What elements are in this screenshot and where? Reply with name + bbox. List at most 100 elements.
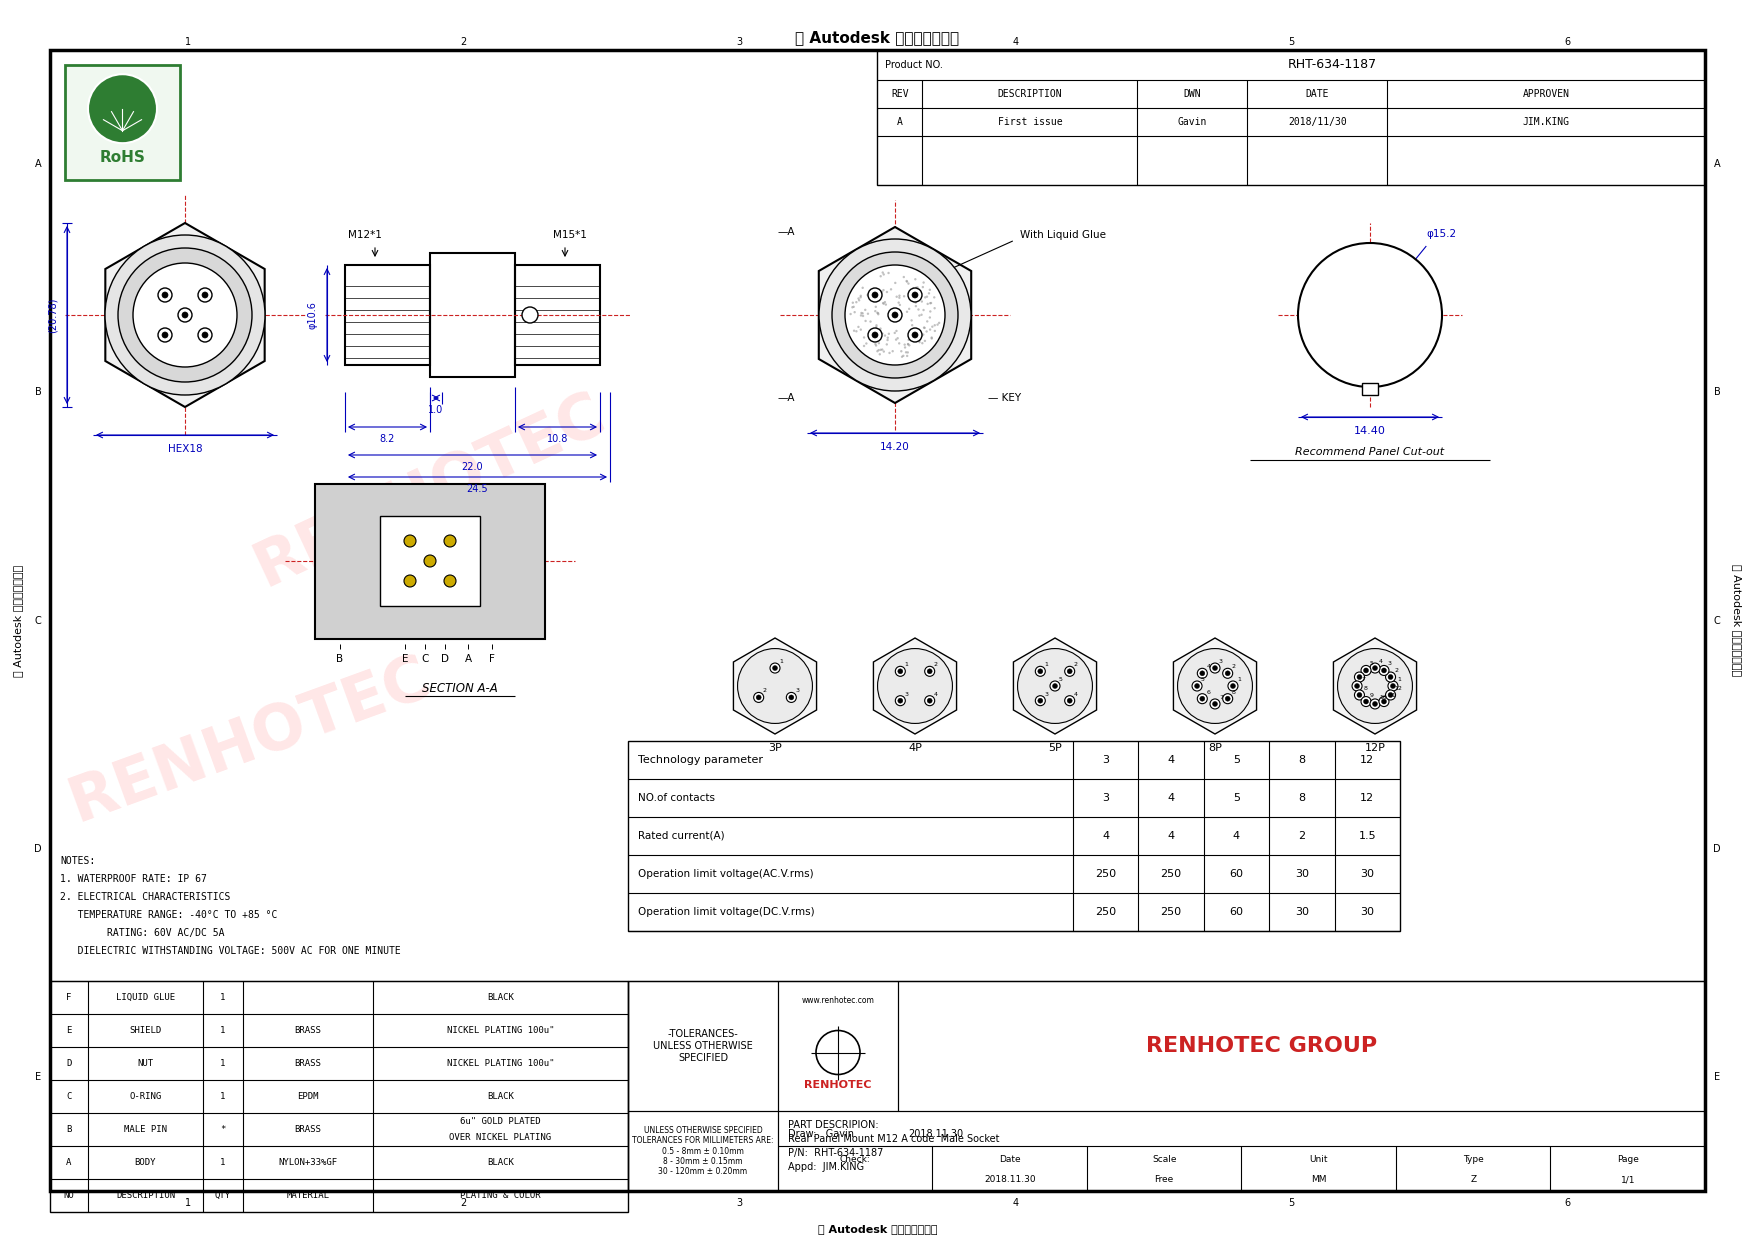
Circle shape [937, 321, 941, 324]
Circle shape [1362, 696, 1371, 706]
Circle shape [900, 356, 904, 357]
Circle shape [1209, 663, 1220, 673]
Text: 1.5: 1.5 [1358, 831, 1376, 841]
Text: HEX18: HEX18 [168, 444, 202, 454]
Circle shape [1192, 681, 1202, 691]
Text: Recommend Panel Cut-out: Recommend Panel Cut-out [1295, 447, 1444, 457]
Circle shape [870, 293, 872, 295]
Circle shape [918, 339, 921, 341]
Text: 10: 10 [1379, 695, 1386, 700]
Circle shape [888, 308, 902, 321]
Circle shape [916, 290, 920, 293]
Circle shape [881, 272, 885, 274]
Text: A: A [1713, 159, 1720, 169]
Circle shape [860, 329, 862, 331]
Bar [65, 65, 181, 180]
Text: 30: 30 [1295, 869, 1309, 879]
Circle shape [1337, 649, 1413, 724]
Circle shape [913, 338, 916, 340]
Circle shape [1197, 694, 1207, 704]
Text: 4P: 4P [907, 743, 921, 753]
Circle shape [1178, 649, 1253, 724]
Text: 24.5: 24.5 [467, 484, 488, 494]
Text: C: C [421, 654, 428, 664]
Text: 1: 1 [184, 37, 191, 47]
Text: 14.20: 14.20 [879, 442, 909, 452]
Circle shape [914, 278, 916, 280]
Circle shape [202, 292, 209, 298]
Circle shape [934, 324, 935, 326]
Circle shape [876, 326, 878, 328]
Text: Draw:   Gavin: Draw: Gavin [788, 1129, 855, 1139]
Circle shape [158, 328, 172, 343]
Bar [899, 980, 1706, 1111]
Circle shape [907, 351, 909, 354]
Circle shape [918, 308, 920, 310]
Circle shape [862, 315, 863, 318]
Circle shape [872, 292, 878, 298]
Text: 2018.11.30: 2018.11.30 [985, 1175, 1035, 1184]
Text: — KEY: — KEY [988, 393, 1021, 403]
Text: Page: Page [1616, 1155, 1639, 1164]
Circle shape [907, 344, 911, 346]
Circle shape [879, 354, 881, 355]
Circle shape [1065, 696, 1074, 706]
Bar [777, 980, 899, 1111]
Text: φ15.2: φ15.2 [1427, 230, 1457, 240]
Circle shape [1372, 665, 1378, 670]
Circle shape [105, 235, 265, 395]
Text: NUT: NUT [137, 1059, 153, 1069]
Circle shape [867, 294, 869, 297]
Circle shape [1299, 243, 1443, 387]
Circle shape [876, 324, 878, 326]
Text: Date: Date [999, 1155, 1021, 1164]
Circle shape [521, 307, 539, 323]
Text: RHT-634-1187: RHT-634-1187 [1288, 58, 1378, 72]
Circle shape [883, 273, 885, 276]
Circle shape [858, 299, 860, 302]
Circle shape [906, 280, 907, 283]
Circle shape [878, 311, 879, 314]
Text: 250: 250 [1095, 869, 1116, 879]
Circle shape [928, 292, 930, 294]
Text: UNLESS OTHERWISE SPECIFIED
TOLERANCES FOR MILLIMETERS ARE:
0.5 - 8mm ± 0.10mm
8 : UNLESS OTHERWISE SPECIFIED TOLERANCES FO… [632, 1126, 774, 1176]
Circle shape [872, 336, 876, 339]
Text: BLACK: BLACK [488, 1158, 514, 1167]
Text: Scale: Scale [1151, 1155, 1176, 1164]
Circle shape [1213, 665, 1218, 670]
Text: APPROVEN: APPROVEN [1523, 89, 1569, 99]
Circle shape [909, 290, 911, 293]
Circle shape [1388, 692, 1393, 697]
Polygon shape [105, 223, 265, 407]
Circle shape [911, 324, 913, 326]
Text: 5: 5 [1234, 755, 1241, 764]
Text: Type: Type [1464, 1155, 1483, 1164]
Text: RENHOTEC: RENHOTEC [246, 383, 614, 598]
Text: 2: 2 [1232, 664, 1236, 669]
Circle shape [913, 333, 918, 338]
Circle shape [198, 288, 212, 302]
Text: NOTES:: NOTES: [60, 856, 95, 866]
Text: SHIELD: SHIELD [130, 1026, 161, 1035]
Circle shape [1385, 690, 1395, 700]
Text: 5: 5 [1288, 37, 1295, 47]
Circle shape [928, 310, 932, 313]
Circle shape [914, 305, 918, 308]
Circle shape [934, 297, 935, 299]
Circle shape [832, 252, 958, 379]
Circle shape [1067, 669, 1072, 674]
Circle shape [404, 535, 416, 547]
Circle shape [876, 311, 879, 314]
Circle shape [869, 288, 883, 302]
Circle shape [899, 297, 900, 299]
Circle shape [855, 330, 858, 333]
Circle shape [925, 666, 935, 676]
Text: BLACK: BLACK [488, 993, 514, 1001]
Circle shape [899, 343, 900, 345]
Circle shape [928, 302, 932, 304]
Circle shape [914, 302, 916, 304]
Bar [777, 1111, 1706, 1191]
Circle shape [1035, 696, 1046, 706]
Text: QTY: QTY [214, 1191, 232, 1200]
Text: DIELECTRIC WITHSTANDING VOLTAGE: 500V AC FOR ONE MINUTE: DIELECTRIC WITHSTANDING VOLTAGE: 500V AC… [60, 946, 400, 956]
